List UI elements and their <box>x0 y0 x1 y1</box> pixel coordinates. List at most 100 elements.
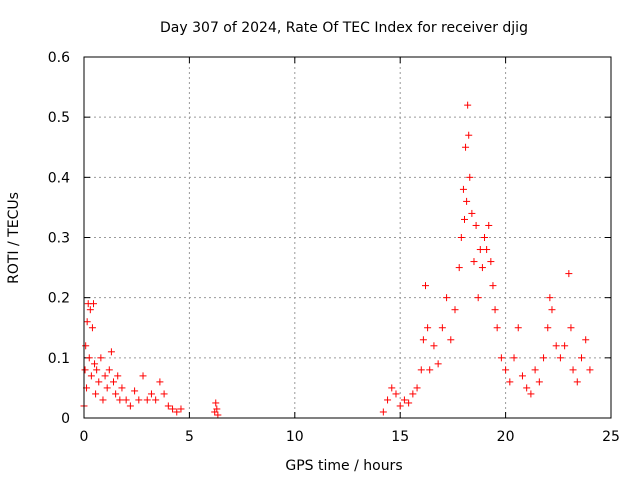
data-point <box>443 294 451 302</box>
data-point <box>93 366 101 374</box>
data-point <box>122 396 130 404</box>
data-point <box>139 372 147 380</box>
data-point <box>487 258 495 266</box>
data-point <box>451 306 459 314</box>
data-point <box>506 378 514 386</box>
data-point <box>131 387 139 395</box>
data-point <box>455 264 463 272</box>
data-point <box>105 366 113 374</box>
x-tick-label: 5 <box>185 429 194 445</box>
data-point <box>466 173 474 181</box>
plot-frame <box>83 56 612 419</box>
data-point <box>465 131 473 139</box>
data-point <box>573 378 581 386</box>
data-point <box>470 258 478 266</box>
y-tick-label: 0.6 <box>48 50 70 66</box>
data-point <box>577 354 585 362</box>
x-tick-label: 20 <box>497 429 515 445</box>
data-point <box>85 354 93 362</box>
y-tick-label: 0.3 <box>48 231 70 247</box>
data-point <box>86 306 94 314</box>
data-point <box>95 378 103 386</box>
data-point <box>173 408 181 416</box>
data-point <box>396 402 404 410</box>
y-tick-label: 0 <box>61 411 70 427</box>
data-point <box>464 101 472 109</box>
data-point <box>567 324 575 332</box>
data-point <box>419 336 427 344</box>
data-point <box>81 366 89 374</box>
data-point <box>527 390 535 398</box>
data-point <box>548 306 556 314</box>
data-point <box>212 399 220 407</box>
data-point <box>556 354 564 362</box>
data-point <box>112 390 120 398</box>
data-point <box>160 390 168 398</box>
data-point <box>107 348 115 356</box>
data-point <box>101 372 109 380</box>
data-point <box>540 354 548 362</box>
data-point <box>97 354 105 362</box>
data-point <box>103 384 111 392</box>
data-point <box>546 294 554 302</box>
data-point <box>82 342 90 350</box>
data-point <box>447 336 455 344</box>
data-point <box>518 372 526 380</box>
x-tick-label: 25 <box>602 429 620 445</box>
data-point <box>118 384 126 392</box>
data-point <box>413 384 421 392</box>
data-point <box>474 294 482 302</box>
data-point <box>110 378 118 386</box>
data-point <box>523 384 531 392</box>
data-point <box>405 399 413 407</box>
data-point <box>177 405 185 413</box>
data-point <box>126 402 134 410</box>
data-point <box>379 408 387 416</box>
data-point <box>531 366 539 374</box>
grid-lines <box>84 57 611 418</box>
data-point <box>409 390 417 398</box>
data-point <box>535 378 543 386</box>
data-point <box>434 360 442 368</box>
data-point <box>582 336 590 344</box>
data-point <box>417 366 425 374</box>
data-point <box>87 372 95 380</box>
data-point <box>384 396 392 404</box>
y-axis-label: ROTI / TECUs <box>6 192 22 284</box>
data-point <box>400 396 408 404</box>
data-point <box>164 402 172 410</box>
data-point <box>169 405 177 413</box>
data-point <box>135 396 143 404</box>
data-point <box>152 396 160 404</box>
x-tick-label: 10 <box>286 429 304 445</box>
data-points <box>80 101 594 419</box>
data-point <box>493 324 501 332</box>
data-point <box>116 396 124 404</box>
data-point <box>143 396 151 404</box>
data-point <box>561 342 569 350</box>
data-point <box>463 197 471 205</box>
chart-title: Day 307 of 2024, Rate Of TEC Index for r… <box>160 20 528 36</box>
data-point <box>483 246 491 254</box>
data-point <box>586 366 594 374</box>
data-point <box>89 300 97 308</box>
data-point <box>489 282 497 290</box>
data-point <box>510 354 518 362</box>
data-point <box>552 342 560 350</box>
data-point <box>92 390 100 398</box>
y-tick-label: 0.5 <box>48 110 70 126</box>
data-point <box>91 360 99 368</box>
data-point <box>426 366 434 374</box>
data-point <box>156 378 164 386</box>
y-tick-label: 0.2 <box>48 291 70 307</box>
data-point <box>114 372 122 380</box>
data-point <box>424 324 432 332</box>
data-point <box>388 384 396 392</box>
data-point <box>459 185 467 193</box>
data-point <box>565 270 573 278</box>
data-point <box>438 324 446 332</box>
data-point <box>491 306 499 314</box>
x-tick-label: 15 <box>391 429 409 445</box>
data-point <box>502 366 510 374</box>
